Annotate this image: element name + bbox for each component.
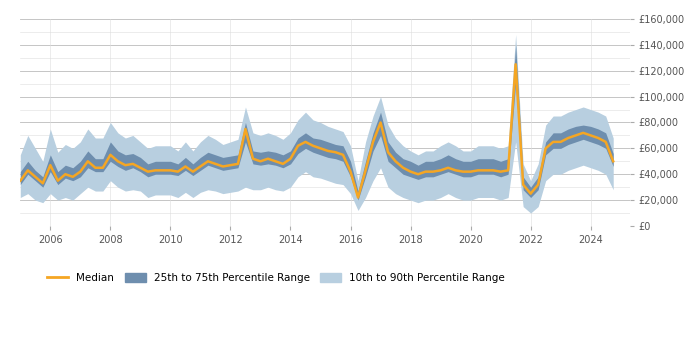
Legend: Median, 25th to 75th Percentile Range, 10th to 90th Percentile Range: Median, 25th to 75th Percentile Range, 1… (43, 268, 510, 287)
